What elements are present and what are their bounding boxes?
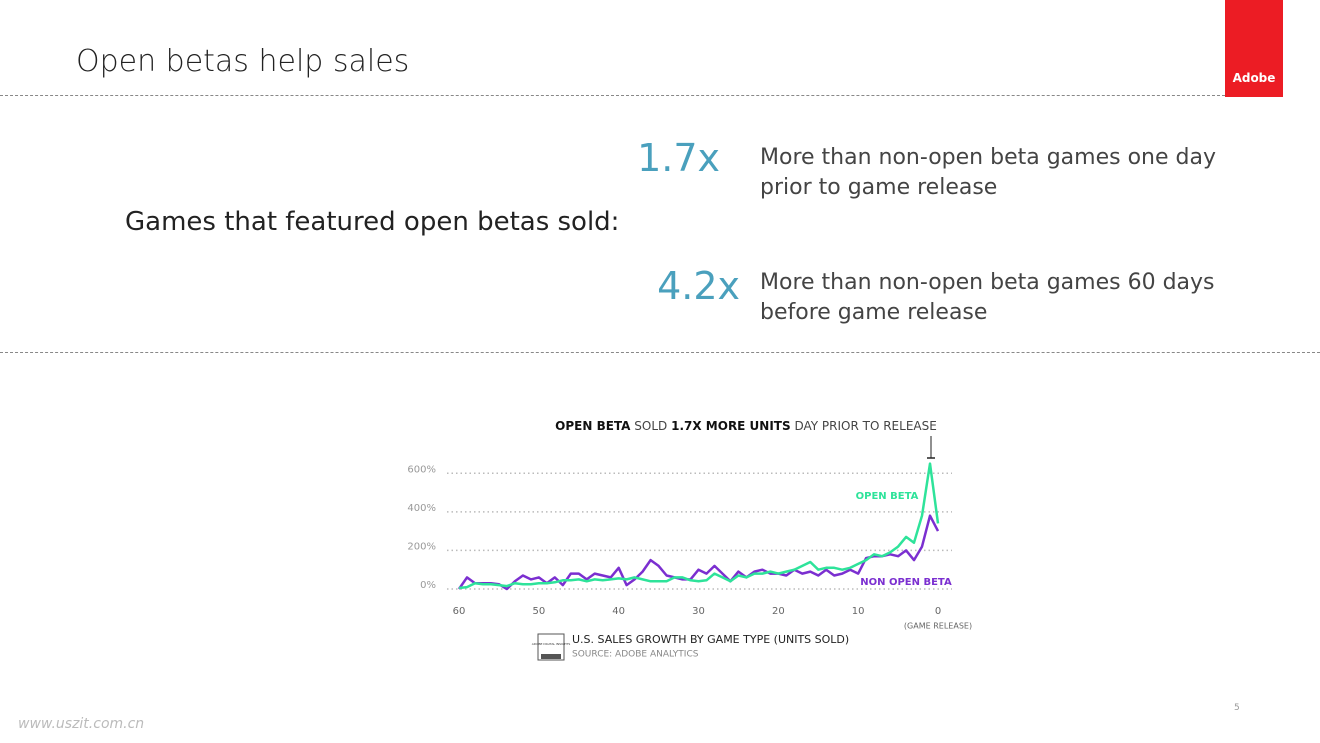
stat-text: More than non-open beta games one day pr… xyxy=(760,145,1216,200)
series-label: NON OPEN BETA xyxy=(860,577,952,588)
x-tick-label: 60 xyxy=(453,606,466,617)
chart-source: SOURCE: ADOBE ANALYTICS xyxy=(572,650,699,660)
divider xyxy=(0,95,1225,96)
series-line xyxy=(457,514,940,591)
x-tick-label: 10 xyxy=(852,606,865,617)
series-label: OPEN BETA xyxy=(856,491,919,502)
chart-title-part: OPEN BETA xyxy=(555,419,631,433)
stat-text: More than non-open beta games 60 days be… xyxy=(760,270,1215,325)
y-tick-label: 600% xyxy=(407,464,436,475)
badge xyxy=(541,654,561,659)
x-annotation: (GAME RELEASE) xyxy=(904,622,972,631)
y-tick-label: 0% xyxy=(420,580,436,591)
x-tick-label: 30 xyxy=(692,606,705,617)
badge xyxy=(537,633,565,661)
chart-title-part: SOLD xyxy=(630,419,671,433)
y-tick-label: 400% xyxy=(407,503,436,514)
chart-caption: U.S. SALES GROWTH BY GAME TYPE (UNITS SO… xyxy=(572,633,849,646)
badge-text: ADOBE DIGITAL INSIGHTS xyxy=(532,642,571,646)
logo: Adobe xyxy=(1225,0,1283,97)
y-tick-label: 200% xyxy=(407,541,436,552)
slide-title: Open betas help sales xyxy=(76,44,410,79)
watermark: www.uszit.com.cn xyxy=(18,716,145,732)
chart-title: OPEN BETA SOLD 1.7X MORE UNITS DAY PRIOR… xyxy=(555,419,937,433)
chart-title-part: DAY PRIOR TO RELEASE xyxy=(791,419,937,433)
stat-value: 4.2x xyxy=(657,264,740,308)
x-tick-label: 40 xyxy=(612,606,625,617)
page-number: 5 xyxy=(1234,703,1240,713)
chart-title-part: 1.7X MORE UNITS xyxy=(671,419,791,433)
series-line xyxy=(458,462,940,590)
stat-value: 1.7x xyxy=(637,136,720,180)
divider xyxy=(0,352,1320,353)
lead-text: Games that featured open betas sold: xyxy=(125,207,620,237)
x-tick-label: 50 xyxy=(532,606,545,617)
logo-text: Adobe xyxy=(1232,71,1276,85)
x-tick-label: 0 xyxy=(935,606,941,617)
x-tick-label: 20 xyxy=(772,606,785,617)
